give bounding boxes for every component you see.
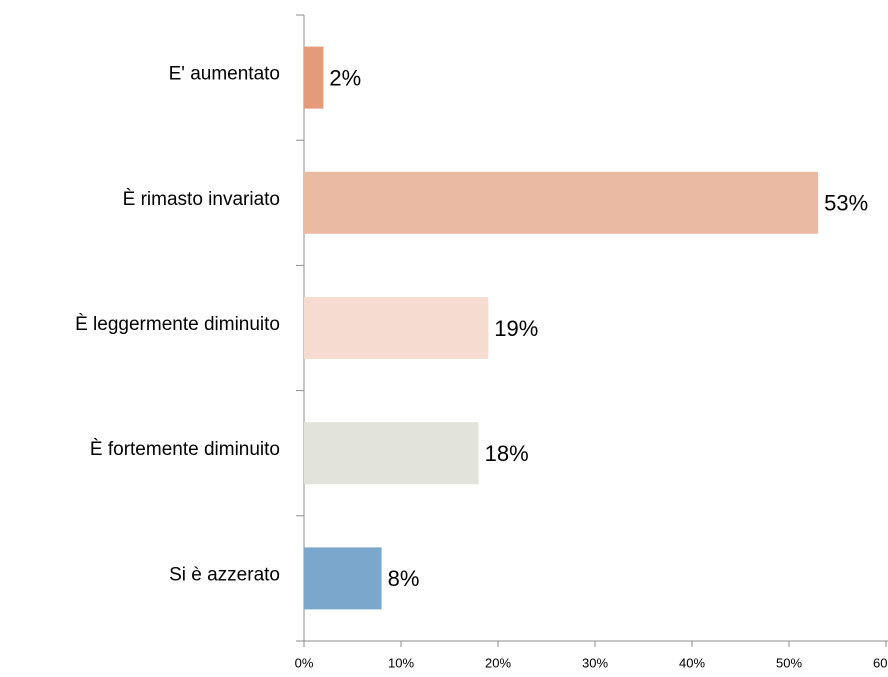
data-label: 19% — [494, 316, 538, 341]
y-tick-label: E' aumentato — [169, 64, 280, 85]
data-label: 18% — [485, 441, 529, 466]
x-tick-label: 30% — [582, 655, 608, 670]
bar — [304, 547, 382, 610]
y-tick-label: Si è azzerato — [169, 564, 280, 585]
data-label: 2% — [329, 65, 361, 90]
x-tick-label: 0% — [295, 655, 314, 670]
bar — [304, 297, 489, 359]
data-label: 53% — [824, 191, 868, 216]
x-tick-label: 10% — [388, 655, 414, 670]
bar — [304, 46, 324, 109]
y-tick-label: È rimasto invariato — [123, 189, 280, 210]
x-tick-label: 40% — [679, 655, 705, 670]
bar — [304, 171, 819, 234]
x-tick-label: 50% — [776, 655, 802, 670]
y-tick-label: È fortemente diminuito — [90, 439, 280, 460]
bar — [304, 422, 479, 485]
y-tick-label: È leggermente diminuito — [75, 314, 280, 335]
x-tick-label: 60% — [873, 655, 888, 670]
data-label: 8% — [388, 566, 420, 591]
x-tick-label: 20% — [485, 655, 511, 670]
